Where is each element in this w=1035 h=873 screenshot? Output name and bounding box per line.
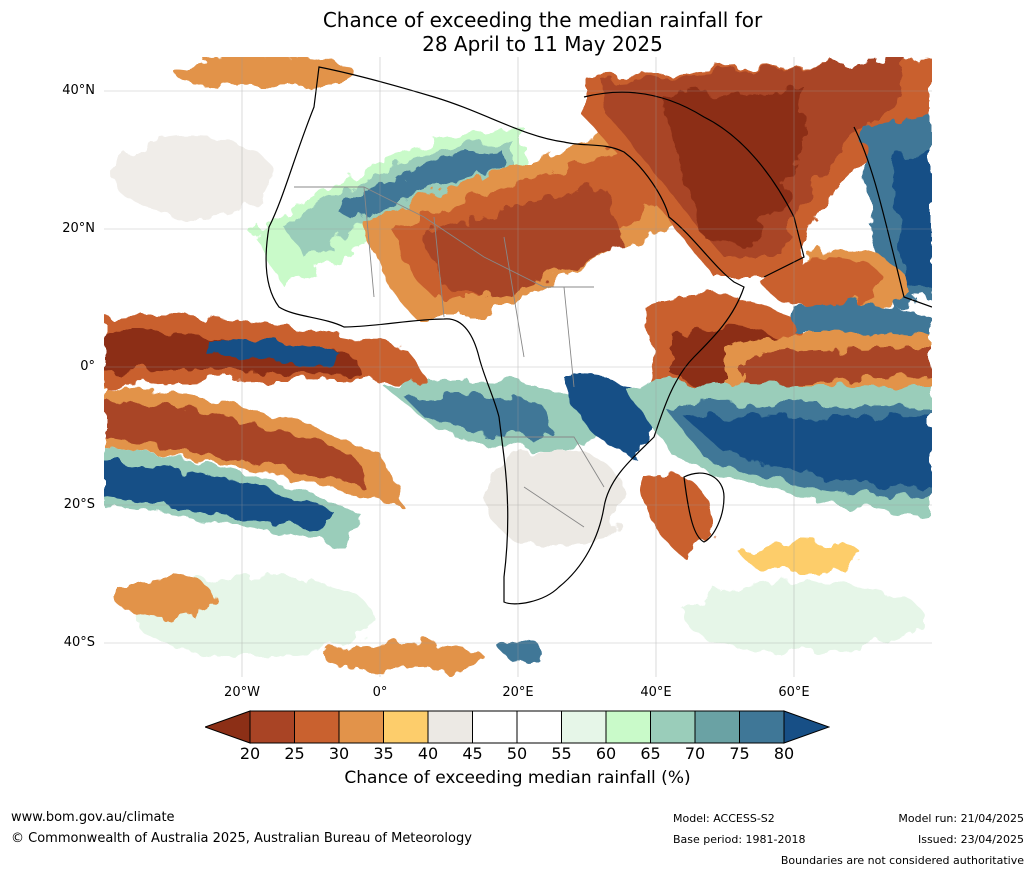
issued-date: Issued: 23/04/2025 xyxy=(917,833,1024,846)
rainfall-probability-map xyxy=(104,57,932,677)
lat-label-20n: 20°N xyxy=(62,221,95,236)
colorbar-bin xyxy=(605,710,651,744)
colorbar-tick: 55 xyxy=(551,744,572,763)
colorbar-bin xyxy=(294,710,340,744)
colorbar-bin xyxy=(739,710,785,744)
colorbar-bin xyxy=(249,710,295,744)
website-link[interactable]: www.bom.gov.au/climate xyxy=(11,810,175,825)
colorbar-tick: 45 xyxy=(462,744,483,763)
colorbar-tick: 30 xyxy=(328,744,350,763)
boundaries-note: Boundaries are not considered authoritat… xyxy=(780,854,1024,867)
colorbar xyxy=(205,710,830,744)
lon-label-40e: 40°E xyxy=(640,685,672,700)
lon-label-60e: 60°E xyxy=(778,685,810,700)
coastlines xyxy=(265,66,932,605)
colorbar-bin xyxy=(561,710,607,744)
colorbar-over-arrow xyxy=(783,710,830,744)
copyright-text: © Commonwealth of Australia 2025, Austra… xyxy=(11,831,472,846)
colorbar-tick: 60 xyxy=(595,744,617,763)
colorbar-bins xyxy=(249,710,785,744)
base-period: Base period: 1981-2018 xyxy=(673,833,806,846)
model-run-date: Model run: 21/04/2025 xyxy=(898,812,1024,825)
map-title: Chance of exceeding the median rainfall … xyxy=(0,8,1035,56)
colorbar-bin xyxy=(472,710,518,744)
colorbar-bin xyxy=(650,710,696,744)
lon-label-20w: 20°W xyxy=(224,685,260,700)
lat-label-20s: 20°S xyxy=(63,497,95,512)
title-line-1: Chance of exceeding the median rainfall … xyxy=(322,8,763,32)
probability-fields xyxy=(104,57,932,672)
colorbar-tick: 70 xyxy=(684,744,706,763)
colorbar-bin xyxy=(338,710,384,744)
colorbar-tick: 40 xyxy=(417,744,439,763)
colorbar-tick: 20 xyxy=(239,744,261,763)
colorbar-tick: 25 xyxy=(284,744,305,763)
colorbar-tick: 75 xyxy=(729,744,750,763)
colorbar-label: Chance of exceeding median rainfall (%) xyxy=(344,768,691,788)
title-line-2: 28 April to 11 May 2025 xyxy=(422,32,663,56)
lat-label-40s: 40°S xyxy=(63,635,95,650)
country-borders xyxy=(294,186,605,528)
graticule xyxy=(104,57,932,677)
lon-label-20e: 20°E xyxy=(502,685,534,700)
lon-label-0: 0° xyxy=(372,685,388,700)
colorbar-under-arrow xyxy=(205,710,251,744)
colorbar-bin xyxy=(516,710,562,744)
model-name: Model: ACCESS-S2 xyxy=(673,812,775,825)
colorbar-tick: 80 xyxy=(773,744,795,763)
colorbar-tick: 65 xyxy=(640,744,661,763)
lat-label-40n: 40°N xyxy=(62,83,95,98)
colorbar-bin xyxy=(383,710,429,744)
colorbar-tick: 50 xyxy=(506,744,528,763)
colorbar-tick: 35 xyxy=(373,744,394,763)
colorbar-bin xyxy=(694,710,740,744)
lat-label-equator: 0° xyxy=(80,359,95,374)
colorbar-bin xyxy=(427,710,473,744)
